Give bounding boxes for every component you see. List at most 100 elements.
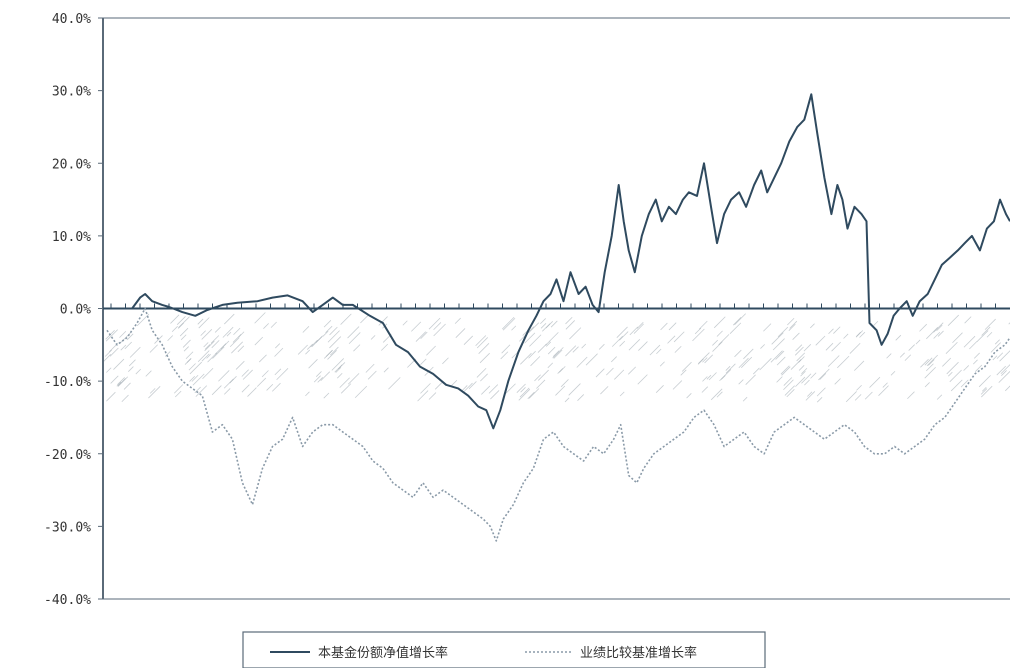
noise-hatch — [145, 370, 152, 377]
noise-hatch — [760, 344, 765, 349]
benchmark-noise-band — [102, 312, 1010, 403]
noise-hatch — [306, 343, 314, 350]
noise-hatch — [1001, 370, 1007, 376]
noise-hatch — [772, 338, 785, 351]
noise-hatch — [455, 328, 466, 338]
noise-hatch — [864, 391, 873, 400]
noise-hatch — [420, 331, 428, 339]
noise-hatch — [530, 356, 541, 367]
y-tick-label: 0.0% — [60, 303, 91, 318]
noise-hatch — [383, 367, 389, 373]
noise-hatch — [214, 326, 221, 333]
noise-hatch — [787, 317, 795, 326]
noise-hatch — [710, 388, 723, 401]
noise-hatch — [550, 320, 558, 328]
noise-hatch — [201, 353, 210, 362]
noise-hatch — [996, 352, 1004, 359]
noise-hatch — [536, 379, 546, 389]
noise-hatch — [827, 355, 840, 367]
noise-hatch — [656, 348, 662, 355]
noise-hatch — [855, 330, 864, 338]
noise-hatch — [673, 331, 685, 343]
noise-hatch — [856, 384, 862, 391]
noise-hatch — [890, 370, 896, 376]
noise-hatch — [555, 385, 566, 396]
noise-hatch — [340, 383, 352, 394]
noise-hatch — [327, 330, 340, 343]
noise-hatch — [886, 353, 892, 359]
noise-hatch — [738, 379, 744, 385]
noise-hatch — [109, 347, 119, 357]
noise-hatch — [542, 323, 551, 332]
noise-hatch — [411, 321, 422, 332]
noise-hatch — [619, 391, 625, 397]
noise-hatch — [433, 323, 446, 337]
series-layer — [106, 93, 1010, 542]
noise-hatch — [628, 339, 641, 351]
noise-hatch — [681, 361, 692, 372]
noise-hatch — [476, 337, 488, 349]
y-tick-label: 20.0% — [52, 157, 91, 172]
noise-hatch — [275, 343, 281, 349]
noise-hatch — [816, 397, 823, 403]
noise-hatch — [843, 333, 849, 339]
noise-hatch — [600, 386, 609, 395]
noise-hatch — [759, 358, 772, 371]
noise-hatch — [226, 331, 232, 337]
noise-hatch — [174, 390, 182, 398]
noise-hatch — [576, 356, 588, 368]
noise-hatch — [135, 368, 142, 375]
noise-hatch — [948, 371, 953, 377]
noise-hatch — [171, 326, 178, 333]
noise-hatch — [992, 355, 998, 361]
noise-hatch — [218, 370, 230, 382]
noise-hatch — [796, 352, 806, 362]
noise-hatch — [629, 326, 639, 336]
noise-hatch — [581, 343, 587, 349]
noise-hatch — [616, 326, 628, 338]
noise-hatch — [845, 391, 857, 403]
noise-hatch — [325, 349, 333, 357]
noise-hatch — [315, 371, 322, 377]
noise-hatch — [960, 379, 969, 388]
noise-hatch — [795, 376, 806, 387]
noise-hatch — [204, 340, 215, 352]
noise-hatch — [702, 357, 708, 363]
noise-hatch — [323, 320, 332, 328]
noise-hatch — [706, 374, 712, 380]
noise-hatch — [540, 323, 547, 329]
noise-hatch — [704, 354, 714, 364]
noise-hatch — [794, 346, 804, 356]
noise-hatch — [752, 367, 760, 375]
noise-hatch — [502, 317, 516, 331]
noise-hatch — [815, 335, 826, 346]
noise-hatch — [942, 357, 952, 367]
noise-hatch — [233, 327, 241, 336]
noise-hatch — [116, 381, 122, 387]
noise-hatch — [719, 369, 732, 382]
noise-hatch — [126, 333, 134, 341]
noise-hatch — [420, 383, 431, 394]
noise-hatch — [520, 352, 532, 365]
noise-hatch — [718, 334, 730, 346]
noise-hatch — [198, 317, 210, 329]
noise-hatch — [270, 321, 277, 328]
noise-hatch — [254, 336, 264, 346]
noise-hatch — [996, 365, 1006, 376]
noise-hatch — [781, 366, 791, 376]
noise-hatch — [378, 316, 388, 326]
noise-hatch — [926, 354, 938, 367]
legend-label-0: 本基金份额净值增长率 — [318, 645, 448, 661]
noise-hatch — [402, 320, 408, 326]
noise-hatch — [348, 332, 361, 345]
noise-hatch — [478, 343, 490, 354]
noise-hatch — [537, 369, 549, 381]
noise-hatch — [945, 341, 958, 354]
noise-hatch — [200, 330, 206, 336]
noise-hatch — [475, 335, 487, 347]
noise-hatch — [712, 341, 723, 352]
noise-hatch — [659, 361, 665, 367]
noise-hatch — [810, 372, 817, 379]
noise-hatch — [565, 320, 576, 330]
